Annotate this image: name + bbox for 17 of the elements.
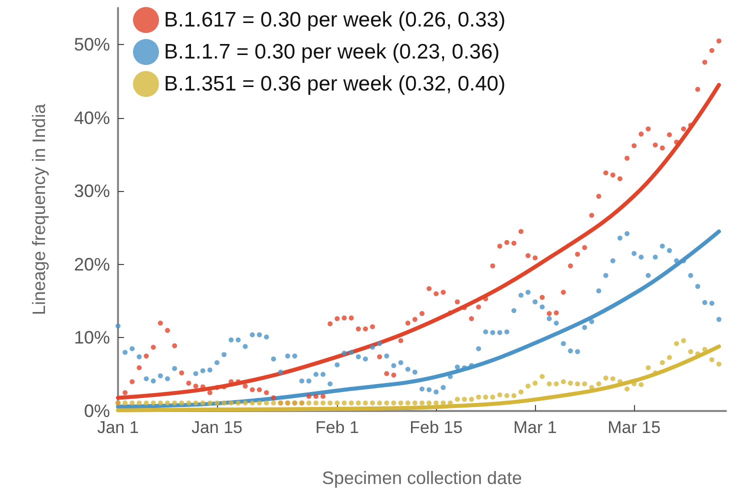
x-tick-label: Feb 15 <box>410 418 463 437</box>
x-tick-label: Jan 15 <box>191 418 242 437</box>
y-axis-title: Lineage frequency in India <box>29 102 49 316</box>
x-tick-label: Jan 1 <box>97 418 139 437</box>
y-tick-label: 40% <box>74 108 110 128</box>
x-axis-title: Specimen collection date <box>322 468 522 488</box>
x-tick-label: Feb 1 <box>315 418 359 437</box>
legend-label: B.1.1.7 = 0.30 per week (0.23, 0.36) <box>164 40 500 64</box>
y-tick-label: 50% <box>74 34 110 55</box>
y-tick-label: 30% <box>74 181 110 202</box>
legend-label: B.1.617 = 0.30 per week (0.26, 0.33) <box>164 8 506 32</box>
x-tick-label: Mar 15 <box>608 418 661 437</box>
x-tick-label: Mar 1 <box>513 418 557 437</box>
legend-label: B.1.351 = 0.36 per week (0.32, 0.40) <box>164 72 506 96</box>
y-tick-label: 20% <box>74 254 110 274</box>
y-tick-label: 10% <box>74 328 110 348</box>
y-tick-label: 0% <box>84 401 110 421</box>
